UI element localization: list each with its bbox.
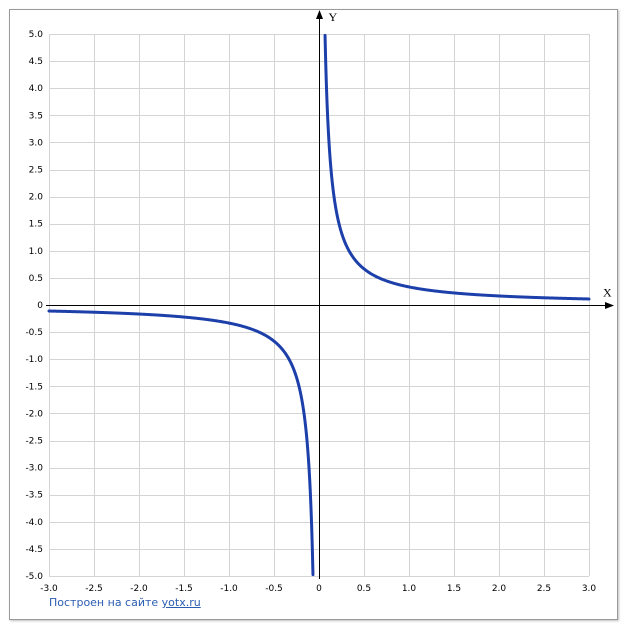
x-tick-label: 1.5 <box>447 584 461 594</box>
y-axis-name: Y <box>329 10 338 24</box>
y-tick-label: 4.0 <box>29 84 44 94</box>
curve-negative-branch <box>47 309 315 577</box>
y-tick-label: -4.0 <box>25 518 43 528</box>
credit-link[interactable]: yotx.ru <box>161 596 201 609</box>
x-tick-label: -0.5 <box>265 584 283 594</box>
y-tick-label: -3.5 <box>25 491 43 501</box>
x-tick-label: -1.5 <box>175 584 193 594</box>
y-tick-label: 3.5 <box>29 111 43 121</box>
x-tick-label: 0 <box>316 584 322 594</box>
x-axis-arrow <box>605 302 614 309</box>
x-tick-label: -3.0 <box>40 584 58 594</box>
y-tick-label: -1.5 <box>25 382 43 392</box>
y-tick-label: -4.5 <box>25 545 43 555</box>
y-tick-label: 2.0 <box>29 193 44 203</box>
y-tick-label: -3.0 <box>25 464 43 474</box>
y-tick-label: 2.5 <box>29 166 43 176</box>
x-tick-label: 0.5 <box>357 584 371 594</box>
y-tick-label: -5.0 <box>25 572 43 582</box>
x-tick-label: -2.0 <box>130 584 148 594</box>
credit-prefix: Построен на сайте <box>49 596 162 609</box>
x-tick-label: -1.0 <box>220 584 238 594</box>
x-axis-name: X <box>603 286 612 300</box>
chart-frame <box>9 9 618 620</box>
y-tick-label: 0 <box>37 301 43 311</box>
series <box>47 33 591 577</box>
credit-note: Построен на сайте yotx.ru <box>49 596 201 609</box>
axes: XY <box>46 10 614 579</box>
x-tick-label: 1.0 <box>402 584 417 594</box>
x-tick-label: 2.5 <box>537 584 551 594</box>
curve-positive-branch <box>323 33 591 301</box>
y-tick-label: -1.0 <box>25 355 43 365</box>
y-tick-label: 4.5 <box>29 57 43 67</box>
y-tick-label: -0.5 <box>25 328 43 338</box>
y-tick-label: 1.0 <box>29 247 44 257</box>
tick-labels: -3.0 -2.5 -2.0 -1.5 -1.0 -0.5 0 0.5 1.0 1.5 2.0 2.5… <box>25 30 596 594</box>
y-tick-label: 0.5 <box>29 274 43 284</box>
x-tick-label: 3.0 <box>582 584 597 594</box>
y-tick-label: -2.5 <box>25 437 43 447</box>
y-tick-label: 5.0 <box>29 30 44 40</box>
y-tick-label: 3.0 <box>29 138 44 148</box>
y-tick-label: 1.5 <box>29 220 43 230</box>
y-tick-label: -2.0 <box>25 409 43 419</box>
x-tick-label: 2.0 <box>492 584 507 594</box>
x-tick-label: -2.5 <box>85 584 103 594</box>
y-axis-arrow <box>316 10 323 19</box>
